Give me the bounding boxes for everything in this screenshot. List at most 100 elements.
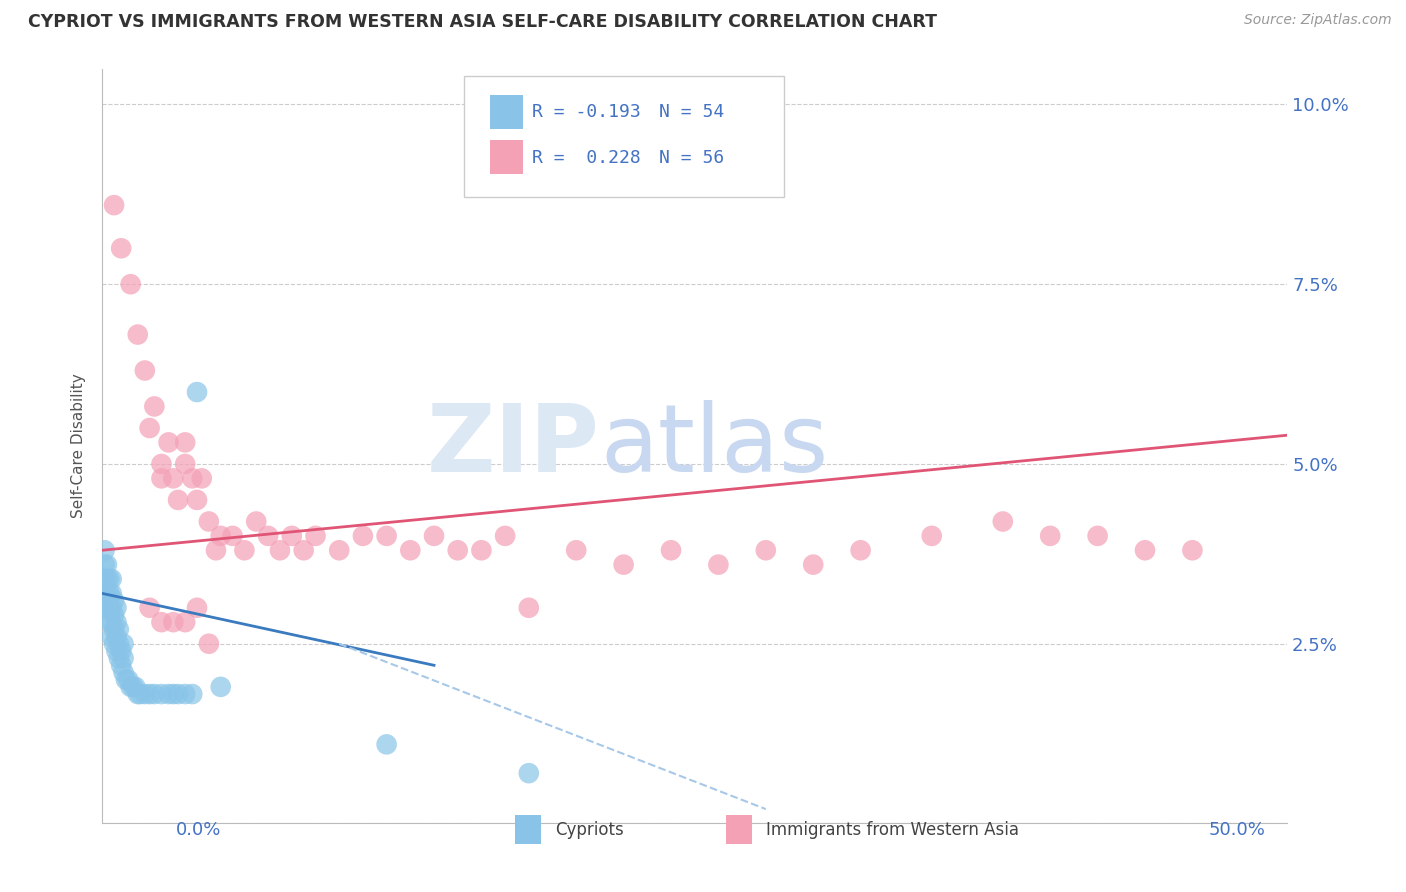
- Point: [112, 665, 135, 680]
- Point: [112, 637, 135, 651]
- Point: [138, 687, 160, 701]
- Point: [129, 687, 152, 701]
- Text: R = -0.193: R = -0.193: [533, 103, 641, 121]
- Point: [162, 615, 184, 629]
- Point: [399, 543, 422, 558]
- Point: [120, 680, 142, 694]
- Point: [423, 529, 446, 543]
- Point: [233, 543, 256, 558]
- Point: [103, 607, 125, 622]
- Text: Source: ZipAtlas.com: Source: ZipAtlas.com: [1244, 13, 1392, 28]
- Point: [921, 529, 943, 543]
- Point: [150, 615, 173, 629]
- Point: [209, 680, 232, 694]
- Point: [105, 630, 128, 644]
- Point: [167, 492, 190, 507]
- Point: [143, 400, 166, 414]
- Point: [105, 615, 128, 629]
- Point: [134, 363, 156, 377]
- Point: [281, 529, 304, 543]
- Point: [447, 543, 470, 558]
- Point: [112, 651, 135, 665]
- Point: [174, 615, 197, 629]
- Point: [209, 529, 232, 543]
- Bar: [489, 95, 523, 129]
- Point: [98, 586, 121, 600]
- Point: [110, 658, 132, 673]
- Point: [181, 687, 204, 701]
- Point: [186, 492, 208, 507]
- Point: [190, 471, 212, 485]
- Point: [100, 600, 122, 615]
- Text: 0.0%: 0.0%: [176, 821, 221, 838]
- Text: Immigrants from Western Asia: Immigrants from Western Asia: [766, 821, 1019, 838]
- Point: [245, 515, 267, 529]
- Y-axis label: Self-Care Disability: Self-Care Disability: [72, 374, 86, 518]
- Text: 50.0%: 50.0%: [1209, 821, 1265, 838]
- Point: [100, 615, 122, 629]
- Point: [138, 421, 160, 435]
- Point: [186, 600, 208, 615]
- Point: [205, 543, 228, 558]
- Point: [103, 637, 125, 651]
- Point: [98, 600, 121, 615]
- Point: [375, 738, 398, 752]
- Point: [143, 687, 166, 701]
- Point: [138, 600, 160, 615]
- Point: [93, 543, 115, 558]
- Point: [517, 600, 540, 615]
- Point: [100, 572, 122, 586]
- Point: [150, 457, 173, 471]
- Text: CYPRIOT VS IMMIGRANTS FROM WESTERN ASIA SELF-CARE DISABILITY CORRELATION CHART: CYPRIOT VS IMMIGRANTS FROM WESTERN ASIA …: [28, 13, 938, 31]
- Point: [1039, 529, 1062, 543]
- Point: [93, 572, 115, 586]
- Point: [328, 543, 350, 558]
- Point: [1181, 543, 1204, 558]
- Point: [107, 637, 129, 651]
- Point: [162, 471, 184, 485]
- Point: [801, 558, 824, 572]
- Point: [127, 327, 149, 342]
- Point: [659, 543, 682, 558]
- Point: [186, 385, 208, 400]
- Point: [174, 687, 197, 701]
- Text: ZIP: ZIP: [427, 400, 600, 492]
- Point: [157, 435, 180, 450]
- Point: [470, 543, 492, 558]
- Point: [124, 680, 146, 694]
- Point: [110, 241, 132, 255]
- Point: [98, 615, 121, 629]
- Point: [221, 529, 243, 543]
- Point: [96, 600, 118, 615]
- Point: [1133, 543, 1156, 558]
- Text: Cypriots: Cypriots: [555, 821, 624, 838]
- Point: [849, 543, 872, 558]
- Point: [134, 687, 156, 701]
- Point: [100, 586, 122, 600]
- Point: [707, 558, 730, 572]
- Point: [375, 529, 398, 543]
- Point: [93, 600, 115, 615]
- Point: [494, 529, 516, 543]
- Point: [198, 515, 221, 529]
- Point: [107, 651, 129, 665]
- Point: [93, 558, 115, 572]
- Point: [120, 277, 142, 292]
- Point: [565, 543, 588, 558]
- Point: [150, 687, 173, 701]
- Point: [157, 687, 180, 701]
- Point: [167, 687, 190, 701]
- Point: [105, 600, 128, 615]
- Point: [96, 586, 118, 600]
- Point: [174, 435, 197, 450]
- Point: [1087, 529, 1109, 543]
- Point: [150, 471, 173, 485]
- Point: [103, 198, 125, 212]
- Point: [304, 529, 326, 543]
- Point: [107, 623, 129, 637]
- Point: [174, 457, 197, 471]
- Text: N = 56: N = 56: [659, 149, 724, 167]
- Point: [100, 630, 122, 644]
- Point: [292, 543, 315, 558]
- Point: [122, 680, 145, 694]
